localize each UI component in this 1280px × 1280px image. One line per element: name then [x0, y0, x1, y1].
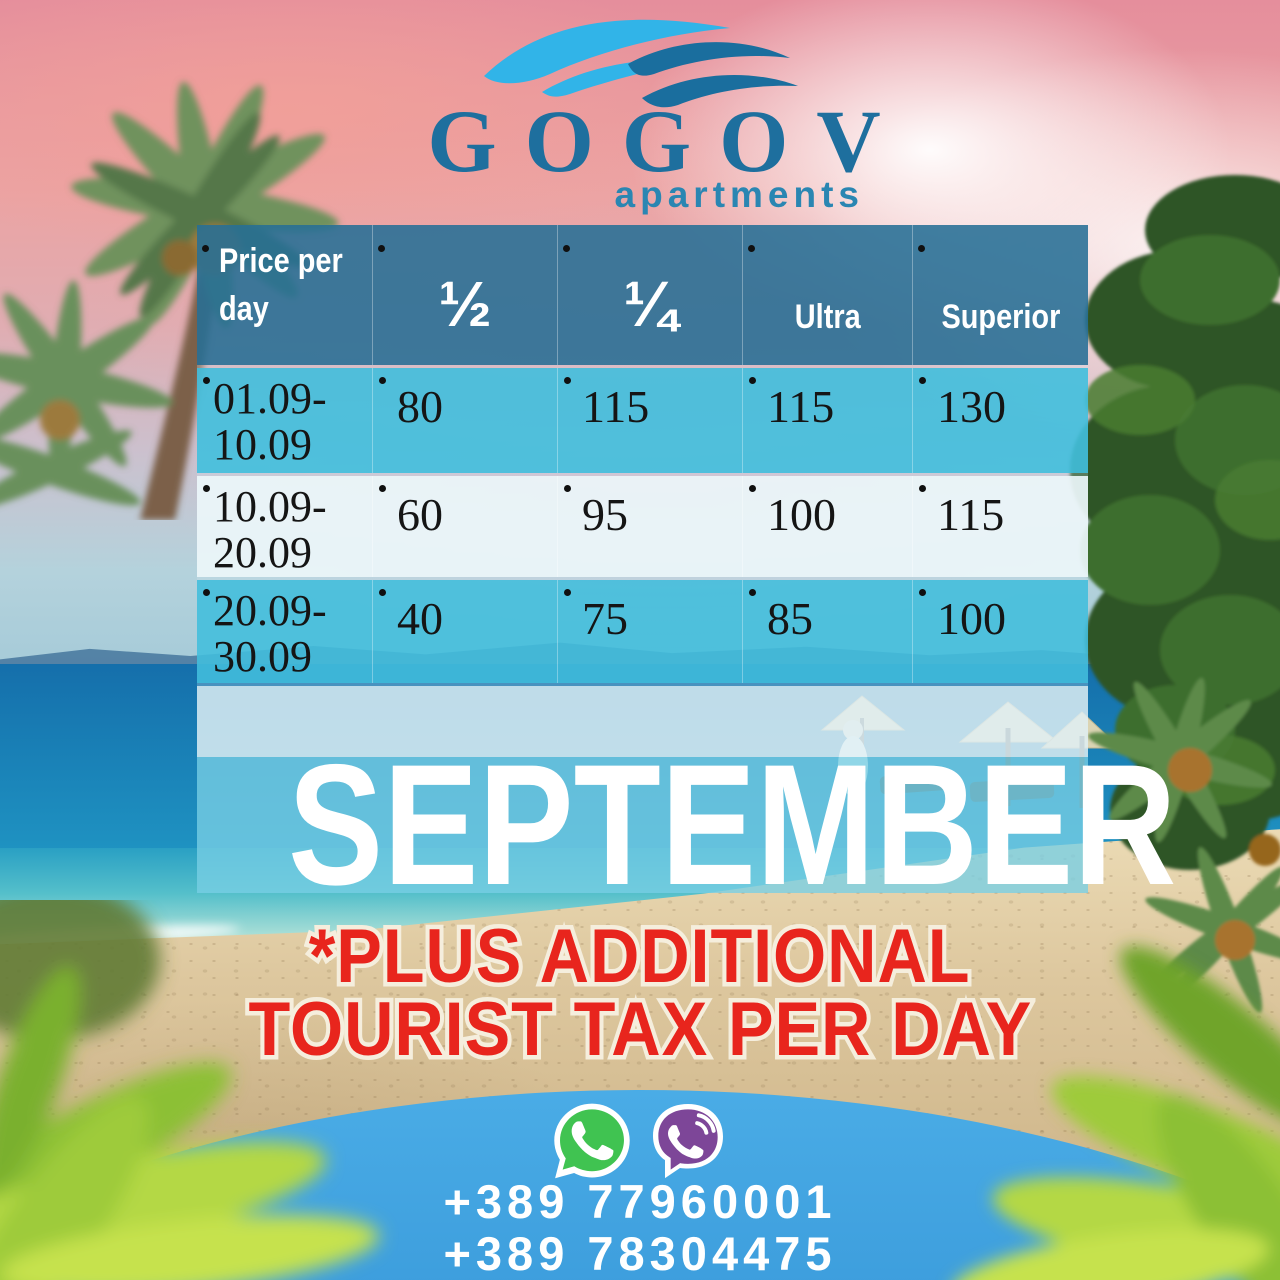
cell-value: 130: [912, 368, 1088, 473]
pine-tree: [1070, 175, 1280, 1013]
header-quarter-board: ¼: [557, 225, 742, 365]
cell-value: 75: [557, 580, 742, 683]
brand-name: GOGOV: [427, 93, 909, 191]
cell-value: 100: [742, 476, 912, 577]
cell-value: 95: [557, 476, 742, 577]
cell-value: 115: [742, 368, 912, 473]
whatsapp-icon[interactable]: [552, 1102, 632, 1184]
cell-value: 85: [742, 580, 912, 683]
month-banner-text: SEPTEMBER: [287, 729, 1177, 921]
cell-value: 100: [912, 580, 1088, 683]
table-row: 10.09-20.09 60 95 100 115: [197, 476, 1088, 577]
contact-icons: [0, 1102, 1280, 1186]
cell-period: 01.09-10.09: [197, 368, 372, 473]
header-superior: Superior: [912, 225, 1088, 365]
cell-value: 40: [372, 580, 557, 683]
table-header-row: Price per day ½ ¼ Ultra Superior: [197, 225, 1088, 365]
table-empty-band: [197, 686, 1088, 757]
month-banner: SEPTEMBER: [197, 739, 1176, 911]
viber-icon[interactable]: [648, 1102, 728, 1186]
tax-note-line2: TOURIST TAX PER DAY: [244, 987, 1035, 1072]
table-row: 20.09-30.09 40 75 85 100: [197, 580, 1088, 683]
phone-number-2[interactable]: +389 78304475: [443, 1227, 837, 1280]
tax-note: *PLUS ADDITIONAL TOURIST TAX PER DAY: [0, 914, 1280, 1072]
cell-value: 60: [372, 476, 557, 577]
cell-period: 10.09-20.09: [197, 476, 372, 577]
cell-value: 115: [557, 368, 742, 473]
header-ultra: Ultra: [742, 225, 912, 365]
logo-wave-icon: [484, 19, 798, 108]
price-table: Price per day ½ ¼ Ultra Superior 01.09-1…: [197, 225, 1176, 911]
table-row: 01.09-10.09 80 115 115 130: [197, 368, 1088, 473]
phone-number-1[interactable]: +389 77960001: [443, 1175, 837, 1228]
foliage-bottom-left: [0, 900, 379, 1280]
header-half-board: ½: [372, 225, 557, 365]
tax-note-line1: *PLUS ADDITIONAL: [305, 914, 974, 999]
cell-value: 80: [372, 368, 557, 473]
brand-subtitle: apartments: [614, 174, 864, 215]
cell-period: 20.09-30.09: [197, 580, 372, 683]
header-price-per-day: Price per day: [197, 225, 372, 365]
cell-value: 115: [912, 476, 1088, 577]
foliage-bottom-right: [951, 946, 1280, 1280]
